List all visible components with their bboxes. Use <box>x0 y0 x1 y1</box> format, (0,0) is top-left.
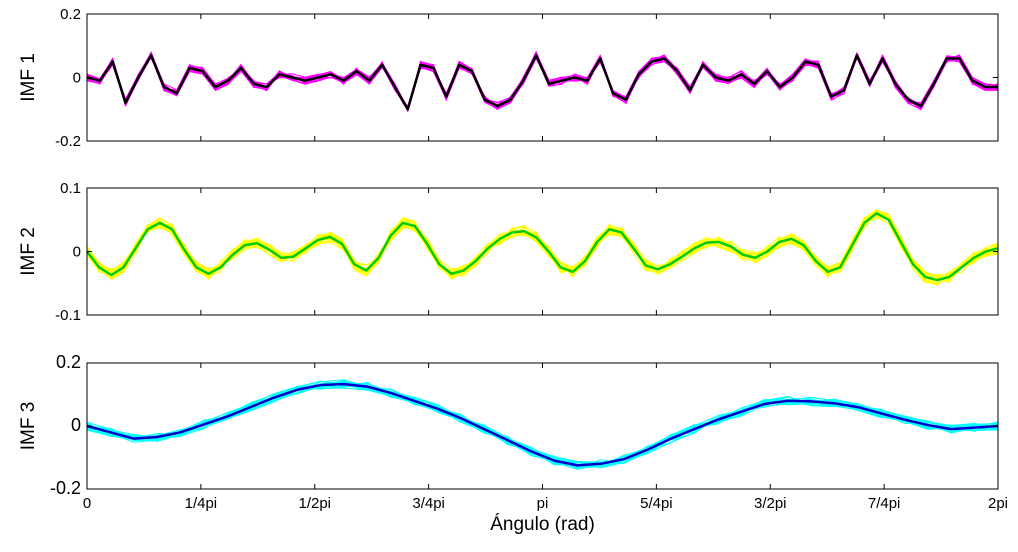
x-tick-label: pi <box>537 495 549 512</box>
mean-line <box>86 212 999 282</box>
mean-line <box>86 54 998 111</box>
x-tick-label: 5/4pi <box>640 495 673 512</box>
x-axis-label: Ángulo (rad) <box>490 514 595 535</box>
imf1-tick-marks <box>86 13 999 142</box>
x-tick-label: 7/4pi <box>868 495 901 512</box>
imf1-ytick-label: 0.2 <box>60 6 81 23</box>
imf2-ytick-label: 0 <box>73 244 81 261</box>
x-tick-label: 1/4pi <box>185 495 218 512</box>
imf3-ytick-label: -0.2 <box>50 478 81 498</box>
imf1-ytick-label: 0 <box>73 70 81 87</box>
panel-imf3: -0.2 0 0.2 IMF 3 0 1/4pi 1/2pi 3/4pi pi … <box>18 352 1008 535</box>
imf2-ytick-label: -0.1 <box>55 307 81 324</box>
x-tick-label: 3/2pi <box>754 495 787 512</box>
x-tick-label: 1/2pi <box>298 495 331 512</box>
imf3-x-tick-labels: 0 1/4pi 1/2pi 3/4pi pi 5/4pi 3/2pi 7/4pi… <box>83 495 1008 512</box>
ensemble-line <box>86 209 999 286</box>
imf3-ytick-label: 0.2 <box>56 352 81 372</box>
imf1-mean-line <box>86 54 998 111</box>
x-tick-label: 0 <box>83 495 91 512</box>
imf2-y-axis-label: IMF 2 <box>18 227 39 276</box>
imf2-ytick-label: 0.1 <box>60 180 81 197</box>
imf1-ytick-label: -0.2 <box>55 133 81 150</box>
imf2-tick-marks <box>86 187 999 316</box>
panel-imf1: -0.2 0 0.2 IMF 1 <box>18 6 999 150</box>
imf3-y-axis-label: IMF 3 <box>18 402 39 451</box>
imf3-tick-marks <box>86 362 999 490</box>
panel-imf2: -0.1 0 0.1 IMF 2 <box>18 180 999 324</box>
x-tick-label: 2pi <box>988 495 1008 512</box>
mean-line <box>86 382 999 467</box>
imf3-ytick-label: 0 <box>71 415 81 435</box>
x-tick-label: 3/4pi <box>412 495 445 512</box>
imf3-mean-line <box>86 382 999 467</box>
imf1-y-axis-label: IMF 1 <box>18 53 39 102</box>
imf2-mean-line <box>86 212 999 282</box>
